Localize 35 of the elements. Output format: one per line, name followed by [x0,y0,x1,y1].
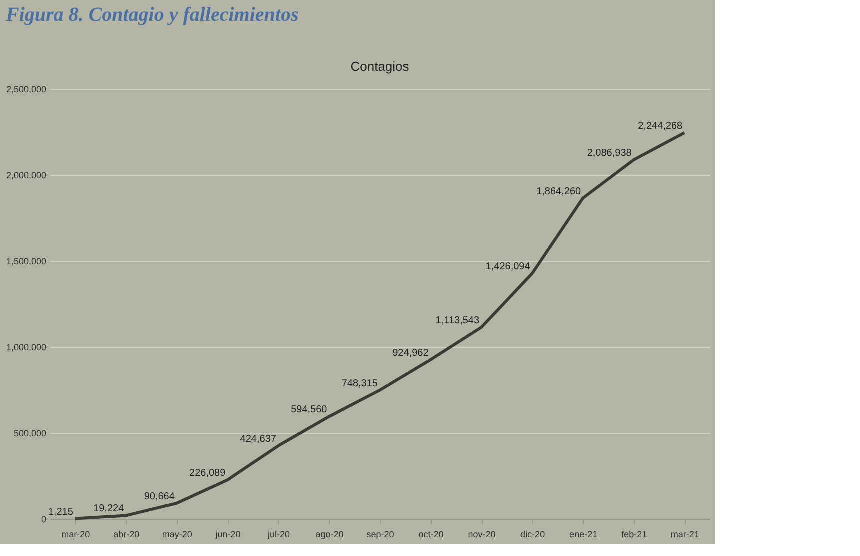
x-tick-label: feb-21 [622,530,648,540]
data-label: 594,560 [291,404,328,416]
data-label: 1,426,094 [486,262,531,273]
data-label: 424,637 [240,434,277,445]
data-label: 90,664 [144,491,176,502]
data-label: 924,962 [392,348,430,359]
y-tick-label: 0 [41,514,46,524]
data-label: 2,244,268 [638,120,684,132]
x-tick-label: dic-20 [520,530,546,540]
y-tick-label: 1,500,000 [6,256,46,266]
data-label: 19,224 [94,504,125,515]
x-tick-label: abr-20 [114,530,140,540]
data-label: 226,089 [190,468,226,480]
line-series [74,131,686,520]
data-label: 748,315 [342,378,378,390]
x-tick-label: oct-20 [418,530,444,540]
x-tick-label: jul-20 [266,530,290,540]
y-tick-label: 2,000,000 [6,170,46,180]
y-tick-label: 500,000 [14,428,46,438]
chart-subtitle: Contagios [350,59,410,74]
x-tick-label: jun-20 [214,530,241,540]
x-tick-label: ene-21 [570,530,598,540]
data-label: 1,215 [48,506,74,518]
x-tick-label: sep-20 [366,530,394,540]
x-tick-label: mar-20 [62,530,90,540]
data-label: 2,086,938 [587,148,632,160]
y-tick-label: 1,000,000 [6,342,46,352]
y-tick-label: 2,500,000 [6,84,46,94]
x-tick-label: nov-20 [468,530,496,540]
x-tick-label: mar-21 [670,530,700,540]
x-tick-label: ago-20 [316,530,344,540]
data-label: 1,113,543 [436,315,480,326]
chart-title: Figura 8. Contagio y fallecimientos [4,4,299,26]
x-tick-label: may-20 [162,530,192,540]
data-label: 1,864,260 [536,186,582,198]
